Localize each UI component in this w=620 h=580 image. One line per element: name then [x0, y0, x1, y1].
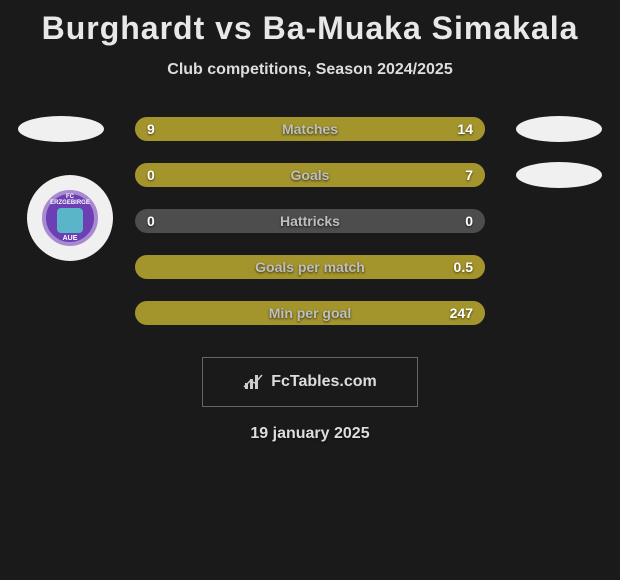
- stat-value-right: 7: [465, 167, 473, 183]
- stat-value-left: 0: [147, 167, 155, 183]
- stat-value-right: 247: [450, 305, 473, 321]
- stat-label: Goals: [291, 167, 330, 183]
- stat-pill: Goals per match 0.5: [135, 255, 485, 279]
- page-title: Burghardt vs Ba-Muaka Simakala: [0, 0, 620, 47]
- stat-value-left: 0: [147, 213, 155, 229]
- stat-pill: Min per goal 247: [135, 301, 485, 325]
- stat-row: 0 Goals 7: [0, 163, 620, 187]
- chart-icon: [243, 373, 265, 391]
- fill-left: [135, 117, 272, 141]
- stat-pill: 0 Goals 7: [135, 163, 485, 187]
- stat-value-right: 0: [465, 213, 473, 229]
- stat-value-right: 14: [457, 121, 473, 137]
- stat-row: 9 Matches 14: [0, 117, 620, 141]
- stat-pill: 9 Matches 14: [135, 117, 485, 141]
- watermark-text: FcTables.com: [271, 373, 377, 391]
- stat-label: Goals per match: [255, 259, 365, 275]
- subtitle: Club competitions, Season 2024/2025: [0, 61, 620, 79]
- fill-right: [177, 163, 485, 187]
- stat-row: Min per goal 247: [0, 301, 620, 325]
- stats-container: 9 Matches 14 0 Goals 7 0 Hattricks 0 Goals per ma…: [0, 117, 620, 325]
- stat-pill: 0 Hattricks 0: [135, 209, 485, 233]
- club-badge-top-text: FC ERZGEBIRGE: [46, 194, 94, 206]
- player-badge-left: [18, 116, 104, 142]
- stat-label: Hattricks: [280, 213, 340, 229]
- stat-row: 0 Hattricks 0: [0, 209, 620, 233]
- stat-label: Matches: [282, 121, 338, 137]
- stat-value-left: 9: [147, 121, 155, 137]
- watermark: FcTables.com: [202, 357, 418, 407]
- fill-left: [135, 163, 177, 187]
- player-badge-right: [516, 116, 602, 142]
- stat-value-right: 0.5: [454, 259, 473, 275]
- club-badge-bottom-text: AUE: [63, 235, 78, 242]
- stat-row: Goals per match 0.5: [0, 255, 620, 279]
- date-label: 19 january 2025: [0, 425, 620, 443]
- player-badge-right: [516, 162, 602, 188]
- stat-label: Min per goal: [269, 305, 351, 321]
